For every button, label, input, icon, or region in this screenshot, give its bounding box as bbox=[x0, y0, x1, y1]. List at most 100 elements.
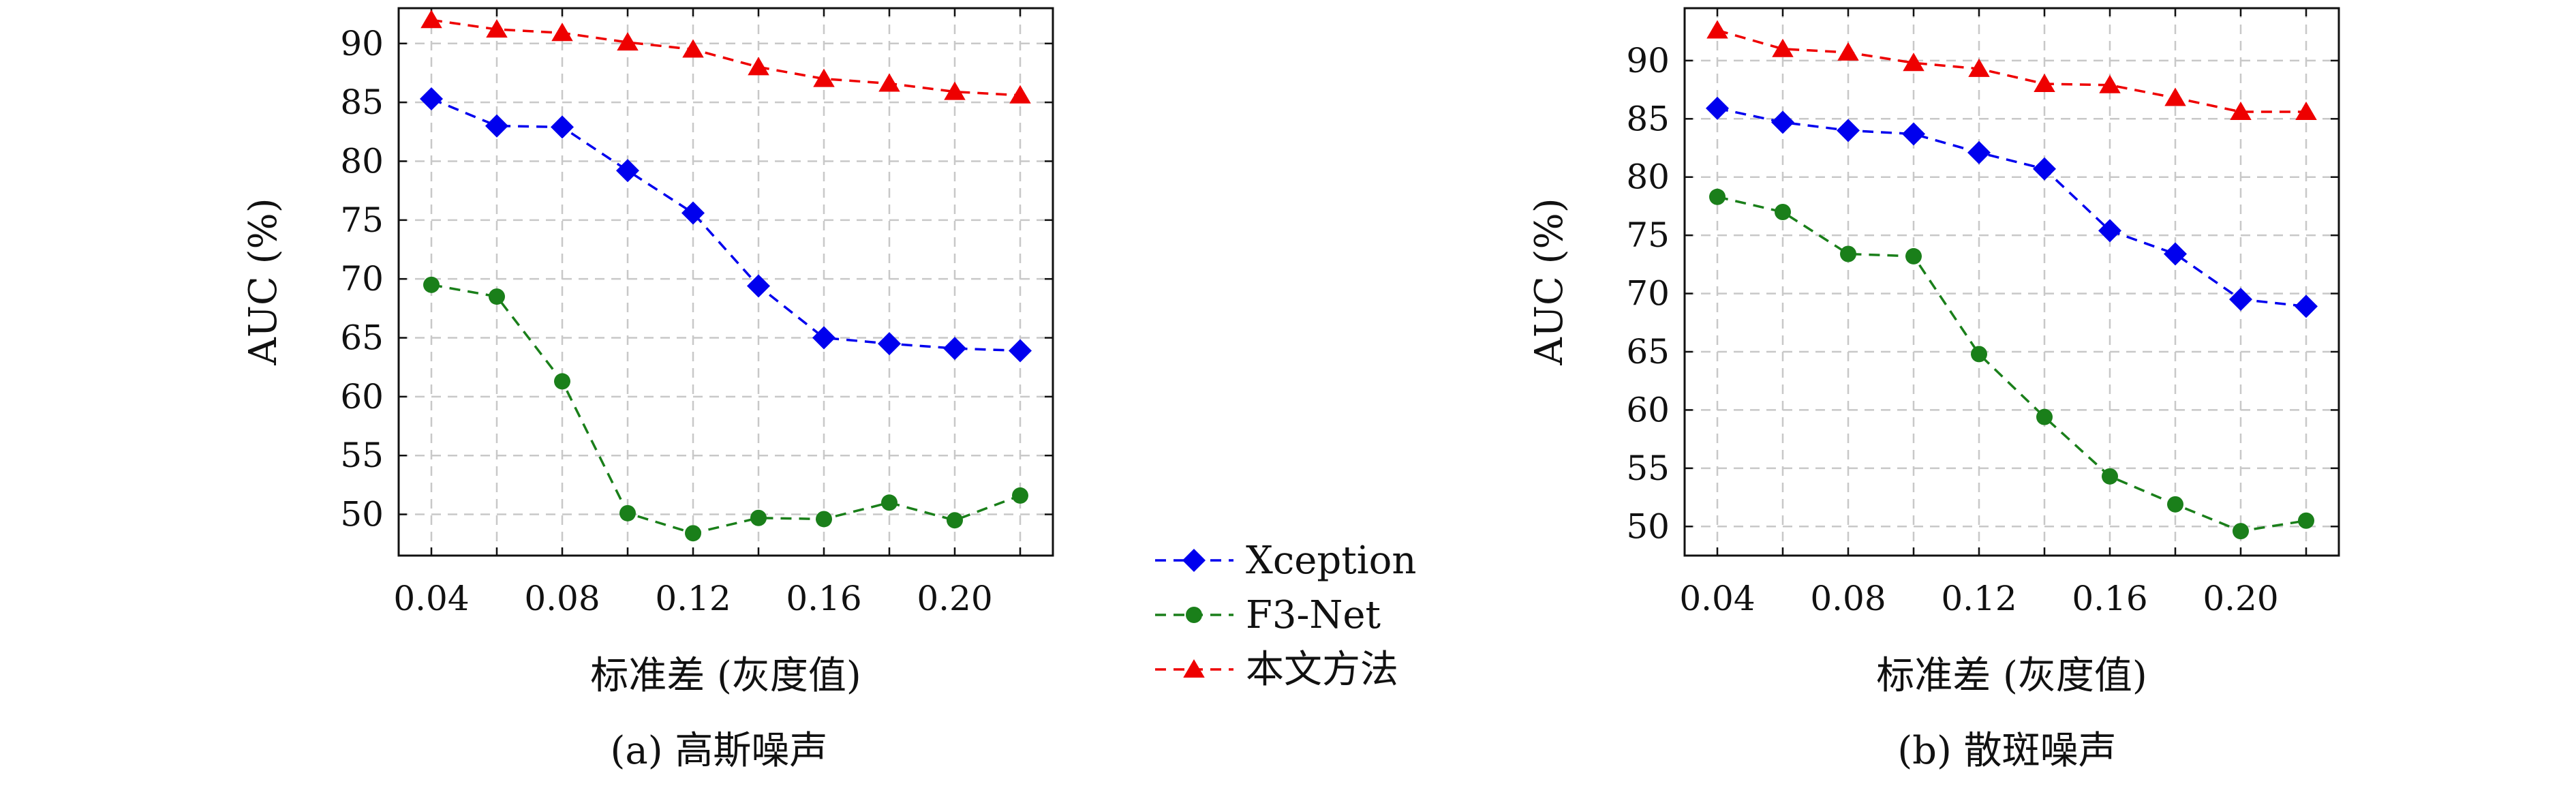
data-point bbox=[1971, 346, 1987, 363]
data-point bbox=[1903, 52, 1925, 72]
data-point bbox=[420, 10, 442, 29]
data-point bbox=[682, 39, 704, 58]
data-point bbox=[485, 114, 508, 138]
data-point bbox=[2298, 512, 2314, 529]
y-tick-label: 55 bbox=[1626, 449, 1670, 488]
y-tick-label: 85 bbox=[340, 82, 384, 122]
legend-label: 本文方法 bbox=[1246, 648, 1398, 692]
x-tick-label: 0.16 bbox=[2072, 579, 2147, 618]
data-point bbox=[750, 509, 767, 526]
legend-label: Xception bbox=[1246, 539, 1416, 583]
series-triangle bbox=[420, 10, 1031, 104]
data-point bbox=[2164, 242, 2187, 266]
data-point bbox=[1012, 487, 1028, 504]
y-tick-label: 60 bbox=[1626, 390, 1670, 429]
data-point bbox=[681, 201, 705, 225]
data-point bbox=[551, 22, 573, 42]
y-tick-label: 85 bbox=[1626, 99, 1670, 138]
y-tick-label: 75 bbox=[1626, 215, 1670, 255]
x-tick-label: 0.04 bbox=[1679, 579, 1755, 618]
y-tick-label: 50 bbox=[340, 495, 384, 534]
y-tick-label: 65 bbox=[1626, 332, 1670, 372]
data-point bbox=[2164, 87, 2186, 106]
chart-gaussian-noise: 0.04 0.08 0.12 0.16 0.20 50 55 60 65 70 75 80 85 90 标准… bbox=[241, 7, 1054, 773]
data-point bbox=[1902, 122, 1925, 146]
legend-item: 本文方法 bbox=[1155, 648, 1398, 692]
data-point bbox=[1009, 85, 1031, 104]
y-tick-label: 80 bbox=[1626, 157, 1670, 197]
data-point bbox=[2229, 288, 2252, 312]
data-point bbox=[2167, 496, 2183, 513]
data-point bbox=[2102, 468, 2118, 485]
data-point bbox=[1706, 20, 1728, 39]
legend: Xception F3-Net 本文方法 bbox=[1155, 539, 1416, 692]
x-tick-label: 0.12 bbox=[1941, 579, 2017, 618]
y-tick-label: 50 bbox=[1626, 507, 1670, 546]
data-point bbox=[812, 326, 835, 350]
data-point bbox=[551, 115, 574, 139]
data-point bbox=[2099, 74, 2121, 93]
y-tick-label: 70 bbox=[1626, 274, 1670, 314]
x-tick-label: 0.20 bbox=[2203, 579, 2278, 618]
legend-item: F3-Net bbox=[1155, 593, 1381, 637]
legend-marker bbox=[1183, 659, 1205, 678]
series-line bbox=[431, 18, 1021, 97]
y-tick-label: 90 bbox=[340, 24, 384, 63]
series-circle bbox=[1709, 188, 2314, 540]
series-line bbox=[1717, 196, 2307, 532]
data-point bbox=[1775, 203, 1791, 220]
data-point bbox=[2295, 294, 2318, 318]
x-tick-label: 0.16 bbox=[786, 579, 861, 618]
x-tick-label: 0.20 bbox=[917, 579, 992, 618]
grid bbox=[1685, 8, 2339, 556]
series-line bbox=[1717, 29, 2306, 113]
y-axis-label: AUC (%) bbox=[241, 198, 286, 365]
data-point bbox=[947, 512, 963, 529]
data-point bbox=[489, 288, 505, 305]
data-point bbox=[2033, 157, 2056, 181]
series-line bbox=[431, 284, 1021, 535]
legend-marker bbox=[1182, 549, 1206, 572]
plot-frame bbox=[1683, 7, 2340, 557]
data-point bbox=[1706, 96, 1729, 120]
y-tick-label: 55 bbox=[340, 436, 384, 475]
data-point bbox=[944, 81, 966, 100]
data-point bbox=[1772, 38, 1794, 57]
panel-caption: (a) 高斯噪声 bbox=[611, 729, 828, 773]
data-point bbox=[2098, 219, 2121, 243]
data-point bbox=[878, 332, 901, 356]
data-point bbox=[748, 57, 769, 76]
data-point bbox=[1837, 119, 1860, 142]
legend-marker bbox=[1186, 607, 1202, 623]
data-point bbox=[685, 525, 701, 542]
series-triangle bbox=[1706, 20, 2317, 121]
x-tick-label: 0.12 bbox=[655, 579, 731, 618]
data-point bbox=[554, 373, 570, 390]
data-point bbox=[813, 68, 835, 87]
data-point bbox=[878, 73, 900, 92]
plot-frame bbox=[397, 7, 1054, 557]
x-axis-label: 标准差 (灰度值) bbox=[1876, 654, 2147, 698]
data-point bbox=[616, 159, 639, 183]
data-point bbox=[1968, 58, 1990, 77]
data-point bbox=[1967, 140, 1991, 164]
data-point bbox=[1771, 110, 1794, 134]
data-point bbox=[420, 87, 443, 110]
series-circle bbox=[423, 276, 1028, 542]
data-point bbox=[1709, 188, 1726, 205]
data-point bbox=[1837, 42, 1859, 61]
y-axis-label: AUC (%) bbox=[1527, 198, 1571, 365]
data-point bbox=[1009, 339, 1032, 363]
series-line bbox=[431, 97, 1021, 352]
data-point bbox=[617, 32, 639, 51]
y-tick-label: 90 bbox=[1626, 41, 1670, 80]
data-point bbox=[2036, 408, 2053, 425]
x-tick-label: 0.08 bbox=[1810, 579, 1886, 618]
data-point bbox=[881, 494, 898, 511]
data-point bbox=[2233, 523, 2249, 540]
data-point bbox=[2230, 102, 2252, 121]
y-tick-label: 75 bbox=[340, 200, 384, 240]
series-line bbox=[1717, 107, 2307, 308]
legend-item: Xception bbox=[1155, 539, 1416, 583]
